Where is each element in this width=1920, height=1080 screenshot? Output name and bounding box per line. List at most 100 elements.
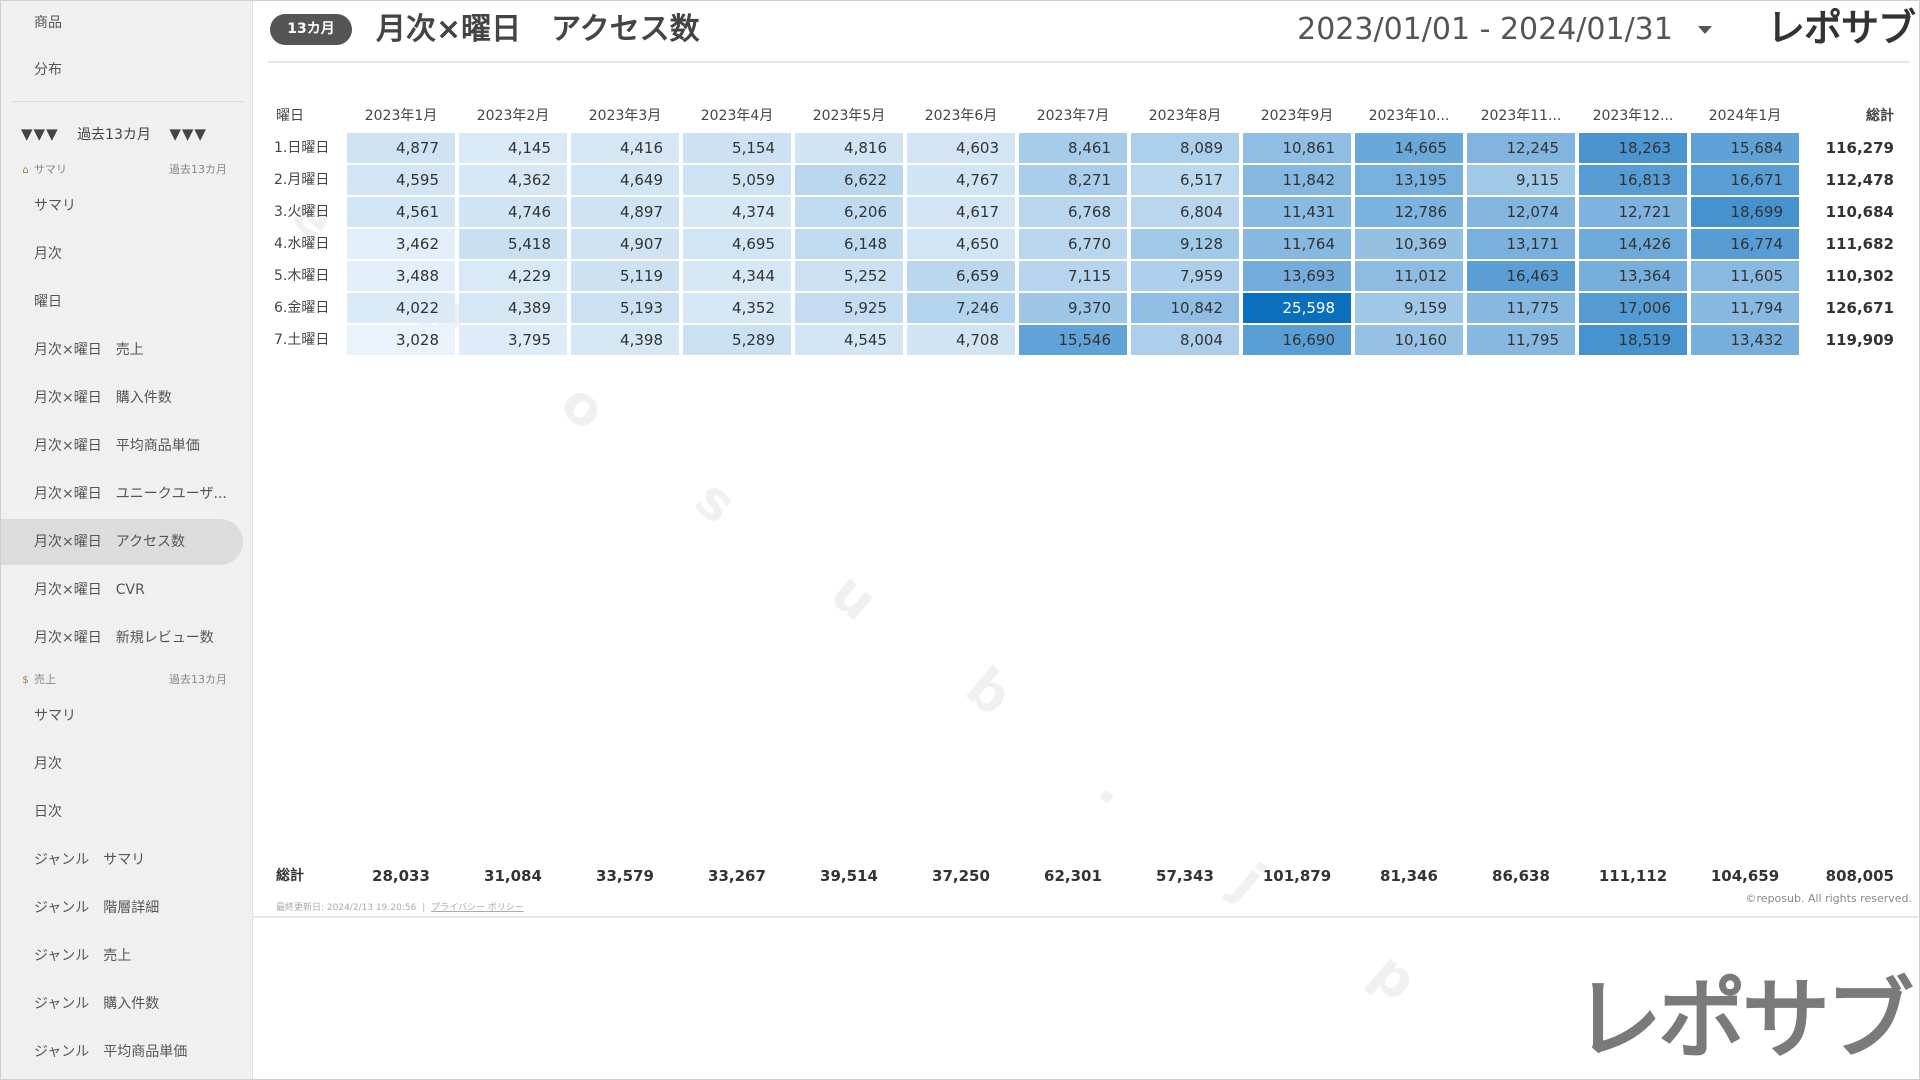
heatmap-cell: 8,461	[1019, 133, 1127, 163]
heatmap-cell: 18,263	[1579, 133, 1687, 163]
heatmap-cell: 5,289	[683, 325, 791, 355]
sidebar-item[interactable]: 月次	[34, 246, 62, 262]
house-icon: ⌂	[22, 165, 29, 176]
last-updated-text: 最終更新日: 2024/2/13 19:20:56	[276, 903, 417, 913]
sidebar-item[interactable]: サマリ	[34, 708, 76, 724]
privacy-policy-link[interactable]: プライバシー ポリシー	[431, 903, 524, 913]
sidebar-item[interactable]: 月次×曜日 ユニークユーザ...	[34, 486, 227, 502]
heatmap-cell: 18,519	[1579, 325, 1687, 355]
sidebar-item[interactable]: 月次×曜日 平均商品単価	[34, 438, 200, 454]
heatmap-cell: 12,074	[1467, 197, 1575, 227]
heatmap-cell: 16,690	[1243, 325, 1351, 355]
heatmap-cell: 10,160	[1355, 325, 1463, 355]
row-total: 112,478	[1825, 171, 1894, 189]
sidebar-item[interactable]: 日次	[34, 804, 62, 820]
heatmap-cell: 6,659	[907, 261, 1015, 291]
heatmap-cell: 4,545	[795, 325, 903, 355]
heatmap-cell: 11,012	[1355, 261, 1463, 291]
column-header-weekday: 曜日	[276, 108, 304, 124]
sidebar-section-label: 過去13カ月	[77, 127, 151, 143]
column-header-month[interactable]: 2023年9月	[1260, 108, 1334, 124]
column-header-month[interactable]: 2023年5月	[812, 108, 886, 124]
sidebar-item[interactable]: 曜日	[34, 294, 62, 310]
heatmap-cell: 4,897	[571, 197, 679, 227]
sidebar-item[interactable]: ジャンル 売上	[34, 948, 132, 964]
footer-total-label: 総計	[276, 868, 304, 884]
heatmap-cell: 10,842	[1131, 293, 1239, 323]
column-total: 33,267	[708, 867, 766, 885]
column-total: 57,343	[1156, 867, 1214, 885]
column-header-month[interactable]: 2023年8月	[1148, 108, 1222, 124]
sidebar-group-period: 過去13カ月	[169, 163, 227, 176]
row-label-weekday: 2.月曜日	[274, 172, 330, 188]
heatmap-cell: 13,195	[1355, 165, 1463, 195]
column-header-month[interactable]: 2023年7月	[1036, 108, 1110, 124]
sidebar-group-label: サマリ	[34, 163, 67, 176]
heatmap-cell: 8,004	[1131, 325, 1239, 355]
heatmap-cell: 4,374	[683, 197, 791, 227]
heatmap-cell: 11,605	[1691, 261, 1799, 291]
heatmap-cell: 9,128	[1131, 229, 1239, 259]
sidebar-section-header[interactable]: ▼▼▼ 過去13カ月 ▼▼▼	[21, 119, 227, 149]
heatmap-cell: 4,767	[907, 165, 1015, 195]
chevron-down-icon[interactable]	[1692, 18, 1718, 42]
sidebar-item[interactable]: 月次×曜日 売上	[34, 342, 144, 358]
row-total: 110,302	[1825, 267, 1894, 285]
column-header-month[interactable]: 2023年12...	[1592, 108, 1674, 124]
page-title: 月次×曜日 アクセス数	[376, 12, 700, 47]
heatmap-cell: 4,022	[347, 293, 455, 323]
column-header-month[interactable]: 2023年3月	[588, 108, 662, 124]
heatmap-cell: 18,699	[1691, 197, 1799, 227]
sidebar-item[interactable]: 月次×曜日 CVR	[34, 582, 145, 598]
heatmap-cell: 3,488	[347, 261, 455, 291]
heatmap-cell: 10,369	[1355, 229, 1463, 259]
sidebar-item[interactable]: 月次×曜日 購入件数	[34, 390, 172, 406]
heatmap-cell: 7,246	[907, 293, 1015, 323]
column-header-month[interactable]: 2023年10...	[1368, 108, 1450, 124]
heatmap-cell: 11,795	[1467, 325, 1575, 355]
heatmap-cell: 14,426	[1579, 229, 1687, 259]
column-header-month[interactable]: 2024年1月	[1708, 108, 1782, 124]
column-header-total[interactable]: 総計	[1866, 108, 1894, 124]
heatmap-cell: 4,362	[459, 165, 567, 195]
sidebar-item[interactable]: 月次×曜日 アクセス数	[1, 519, 243, 565]
heatmap-cell: 4,649	[571, 165, 679, 195]
sidebar-item-distribution[interactable]: 分布	[34, 62, 62, 78]
row-total: 110,684	[1825, 203, 1894, 221]
row-label-weekday: 6.金曜日	[274, 300, 330, 316]
heatmap-cell: 15,546	[1019, 325, 1127, 355]
copyright: ©reposub. All rights reserved.	[1745, 892, 1912, 905]
column-header-month[interactable]: 2023年6月	[924, 108, 998, 124]
heatmap-cell: 16,463	[1467, 261, 1575, 291]
heatmap-cell: 7,115	[1019, 261, 1127, 291]
sidebar-item[interactable]: サマリ	[34, 198, 76, 214]
sidebar-item[interactable]: ジャンル サマリ	[34, 852, 146, 868]
heatmap-cell: 11,775	[1467, 293, 1575, 323]
heatmap-cell: 5,059	[683, 165, 791, 195]
heatmap-cell: 15,684	[1691, 133, 1799, 163]
sidebar-item[interactable]: ジャンル 平均商品単価	[34, 1044, 188, 1060]
sidebar-item[interactable]: ジャンル 購入件数	[34, 996, 160, 1012]
row-label-weekday: 5.木曜日	[274, 268, 330, 284]
sidebar-item[interactable]: 月次×曜日 新規レビュー数	[34, 630, 214, 646]
date-range-picker[interactable]: 2023/01/01 - 2024/01/31	[1297, 12, 1673, 47]
triangle-down-icon: ▼▼▼	[169, 125, 207, 143]
heatmap-cell: 13,364	[1579, 261, 1687, 291]
heatmap-cell: 3,462	[347, 229, 455, 259]
heatmap-cell: 4,617	[907, 197, 1015, 227]
heatmap-cell: 4,603	[907, 133, 1015, 163]
heatmap-cell: 4,344	[683, 261, 791, 291]
sidebar-item-products[interactable]: 商品	[34, 15, 62, 31]
column-header-month[interactable]: 2023年1月	[364, 108, 438, 124]
sidebar-item[interactable]: 月次	[34, 756, 62, 772]
heatmap-cell: 4,352	[683, 293, 791, 323]
sidebar-item[interactable]: ジャンル 階層詳細	[34, 900, 160, 916]
heatmap-cell: 6,768	[1019, 197, 1127, 227]
heatmap-cell: 6,148	[795, 229, 903, 259]
column-header-month[interactable]: 2023年11...	[1480, 108, 1562, 124]
column-header-month[interactable]: 2023年4月	[700, 108, 774, 124]
last-updated: 最終更新日: 2024/2/13 19:20:56 | プライバシー ポリシー	[276, 903, 524, 913]
column-total: 86,638	[1492, 867, 1550, 885]
column-total: 81,346	[1380, 867, 1438, 885]
column-header-month[interactable]: 2023年2月	[476, 108, 550, 124]
